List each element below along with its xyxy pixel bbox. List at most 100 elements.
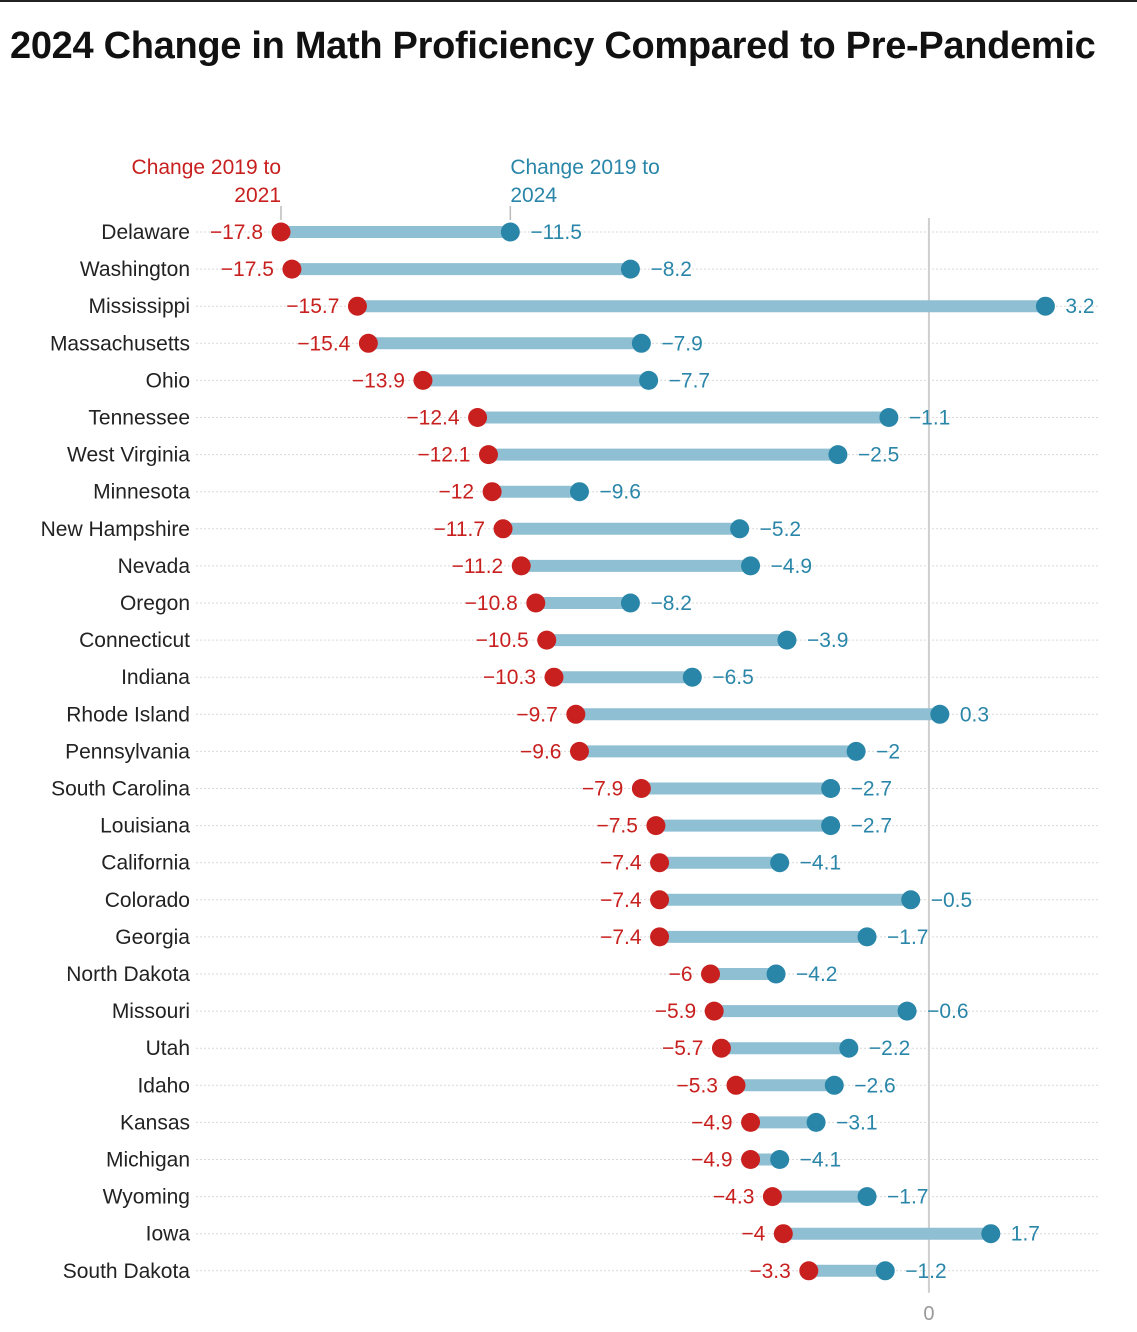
value-label-2024: 3.2 xyxy=(1065,295,1094,318)
dot-2024 xyxy=(821,816,841,836)
value-label-2024: −4.1 xyxy=(800,1149,841,1172)
dot-2021 xyxy=(741,1112,761,1132)
value-label-2024: −2 xyxy=(876,740,900,763)
value-label-2021: −13.9 xyxy=(352,369,405,392)
state-label: Ohio xyxy=(146,369,190,392)
state-label: Utah xyxy=(146,1037,190,1060)
state-row: Idaho −5.3 −2.6 xyxy=(137,1074,895,1097)
state-label: South Dakota xyxy=(63,1260,191,1283)
value-label-2021: −6 xyxy=(669,963,693,986)
dot-2024 xyxy=(639,370,659,390)
value-label-2024: −7.7 xyxy=(669,369,710,392)
dot-2024 xyxy=(981,1224,1001,1244)
value-label-2024: −2.6 xyxy=(854,1074,895,1097)
value-label-2024: −8.2 xyxy=(650,258,691,281)
state-row: Nevada −11.2 −4.9 xyxy=(118,555,812,578)
dot-2024 xyxy=(500,222,520,242)
state-row: New Hampshire −11.7 −5.2 xyxy=(41,518,801,541)
value-label-2021: −10.3 xyxy=(483,666,536,689)
value-label-2024: −7.9 xyxy=(661,332,702,355)
chart-title: 2024 Change in Math Proficiency Compared… xyxy=(10,25,1096,67)
state-label: Iowa xyxy=(146,1223,191,1246)
state-label: Colorado xyxy=(105,889,190,912)
dot-2024 xyxy=(901,890,921,910)
dot-2024 xyxy=(682,667,702,687)
value-label-2021: −10.8 xyxy=(465,592,518,615)
dot-2021 xyxy=(701,964,721,984)
dot-2021 xyxy=(762,1187,782,1207)
dot-2021 xyxy=(358,333,378,353)
dot-2024 xyxy=(846,741,866,761)
dot-2024 xyxy=(766,964,786,984)
state-label: Connecticut xyxy=(79,629,190,652)
state-row: South Dakota −3.3 −1.2 xyxy=(63,1260,947,1283)
state-label: Oregon xyxy=(120,592,190,615)
dot-2024 xyxy=(857,1187,877,1207)
value-label-2021: −4.9 xyxy=(691,1149,732,1172)
state-row: Louisiana −7.5 −2.7 xyxy=(100,815,892,838)
value-label-2024: −4.1 xyxy=(800,852,841,875)
dot-2021 xyxy=(282,259,302,279)
value-label-2021: −4 xyxy=(741,1223,765,1246)
value-label-2021: −15.7 xyxy=(286,295,339,318)
dot-2024 xyxy=(897,1001,917,1021)
value-label-2024: −0.5 xyxy=(931,889,972,912)
value-label-2021: −7.4 xyxy=(600,852,642,875)
dot-2021 xyxy=(468,408,488,427)
value-label-2021: −4.3 xyxy=(713,1186,754,1209)
state-row: Utah −5.7 −2.2 xyxy=(146,1037,911,1060)
dot-2021 xyxy=(544,667,564,687)
top-rule xyxy=(0,0,1137,2)
dot-2021 xyxy=(537,630,557,650)
state-label: Rhode Island xyxy=(66,703,190,726)
dot-2024 xyxy=(879,408,899,427)
state-row: Indiana −10.3 −6.5 xyxy=(121,666,754,689)
dot-2021 xyxy=(773,1224,793,1244)
dot-2024 xyxy=(620,259,640,279)
state-row: Kansas −4.9 −3.1 xyxy=(120,1111,878,1134)
state-row: Wyoming −4.3 −1.7 xyxy=(103,1186,929,1209)
state-label: Louisiana xyxy=(100,815,190,838)
dot-2024 xyxy=(1035,296,1055,316)
state-row: Ohio −13.9 −7.7 xyxy=(146,369,710,392)
dot-2024 xyxy=(620,593,640,613)
value-label-2024: −1.2 xyxy=(905,1260,946,1283)
dot-2021 xyxy=(566,704,586,724)
state-label: Washington xyxy=(80,258,190,281)
state-row: Iowa −4 1.7 xyxy=(146,1223,1040,1246)
legend-label-2024-line1: Change 2019 to xyxy=(510,156,659,179)
state-row: Pennsylvania −9.6 −2 xyxy=(65,740,900,763)
dot-2021 xyxy=(413,370,433,390)
value-label-2024: −4.9 xyxy=(771,555,812,578)
value-label-2024: −3.1 xyxy=(836,1111,877,1134)
dot-2024 xyxy=(770,853,790,873)
legend-label-2021-line2: 2021 xyxy=(234,184,281,207)
dot-2021 xyxy=(271,222,291,242)
value-label-2024: 1.7 xyxy=(1011,1223,1040,1246)
dot-2021 xyxy=(347,296,367,316)
dot-2024 xyxy=(839,1038,859,1058)
state-label: Delaware xyxy=(101,221,190,244)
dot-2024 xyxy=(828,445,848,465)
dot-2024 xyxy=(569,482,589,502)
value-label-2024: −8.2 xyxy=(650,592,691,615)
state-label: Massachusetts xyxy=(50,332,190,355)
legend-label-2021-line1: Change 2019 to xyxy=(132,156,281,179)
state-row: Michigan −4.9 −4.1 xyxy=(106,1149,841,1172)
state-row: Oregon −10.8 −8.2 xyxy=(120,592,692,615)
state-row: Missouri −5.9 −0.6 xyxy=(112,1000,969,1023)
value-label-2024: 0.3 xyxy=(960,703,989,726)
state-row: Tennessee −12.4 −1.1 xyxy=(88,407,950,430)
value-label-2021: −3.3 xyxy=(749,1260,790,1283)
value-label-2021: −7.4 xyxy=(600,926,642,949)
state-label: Georgia xyxy=(115,926,190,949)
state-row: Colorado −7.4 −0.5 xyxy=(105,889,972,912)
dot-2024 xyxy=(824,1075,844,1095)
value-label-2021: −15.4 xyxy=(297,332,350,355)
value-label-2024: −4.2 xyxy=(796,963,837,986)
dot-2021 xyxy=(646,816,666,836)
dot-2024 xyxy=(930,704,950,724)
state-row: South Carolina −7.9 −2.7 xyxy=(51,778,892,801)
value-label-2021: −5.9 xyxy=(655,1000,696,1023)
